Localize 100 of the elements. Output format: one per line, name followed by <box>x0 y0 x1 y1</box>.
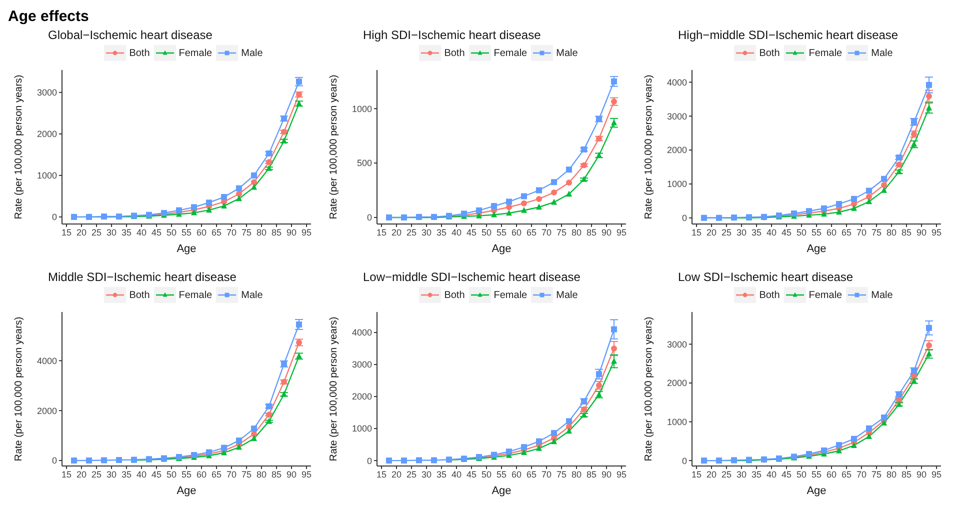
x-tick-label: 15 <box>61 469 72 480</box>
point <box>836 200 842 207</box>
x-tick-label: 85 <box>271 469 282 480</box>
y-tick-label: 0 <box>682 456 687 466</box>
y-tick-label: 3000 <box>666 339 687 350</box>
point <box>221 194 227 200</box>
point <box>491 211 497 218</box>
x-tick-label: 45 <box>466 469 477 480</box>
legend-label: Male <box>241 290 263 300</box>
point <box>266 418 272 424</box>
x-tick-label: 60 <box>826 469 837 480</box>
legend-label: Both <box>444 48 465 58</box>
x-tick-label: 70 <box>226 469 237 480</box>
point <box>521 206 527 213</box>
point <box>506 204 512 210</box>
point <box>221 444 227 451</box>
x-tick-label: 90 <box>601 227 612 238</box>
x-tick-label: 40 <box>136 227 147 238</box>
point <box>236 438 242 444</box>
x-tick-label: 75 <box>241 469 252 480</box>
legend-label: Female <box>178 48 212 58</box>
point <box>521 200 527 206</box>
x-tick-label: 90 <box>601 469 612 480</box>
point <box>836 442 842 448</box>
legend-label: Female <box>494 290 528 300</box>
point <box>851 196 857 202</box>
x-tick-label: 95 <box>616 227 627 238</box>
y-tick-label: 1000 <box>352 104 372 114</box>
point <box>206 206 212 213</box>
legend-label: Both <box>759 290 780 300</box>
point <box>236 444 242 450</box>
point <box>821 210 827 217</box>
x-axis-title: Age <box>176 485 196 497</box>
x-tick-label: 55 <box>811 469 822 480</box>
point <box>821 205 827 212</box>
x-tick-label: 55 <box>181 227 192 238</box>
point <box>296 321 302 328</box>
legend-label: Both <box>129 290 150 300</box>
chart-title: Low−middle SDI−Ischemic heart disease <box>362 269 582 286</box>
x-tick-label: 35 <box>751 469 762 480</box>
x-tick-label: 65 <box>526 227 537 238</box>
x-tick-label: 40 <box>766 227 777 238</box>
legend-label: Female <box>808 290 842 300</box>
point <box>896 168 902 174</box>
x-tick-label: 95 <box>301 469 312 480</box>
x-tick-label: 15 <box>691 469 702 480</box>
x-tick-label: 50 <box>796 469 807 480</box>
point <box>506 198 512 205</box>
x-tick-label: 60 <box>826 227 837 238</box>
x-tick-label: 40 <box>451 227 462 238</box>
y-tick-label: 0 <box>52 212 57 222</box>
point <box>401 458 407 464</box>
x-tick-label: 50 <box>481 469 492 480</box>
point <box>611 326 617 332</box>
x-tick-label: 50 <box>166 469 177 480</box>
point <box>596 371 602 378</box>
chart-title: High SDI−Ischemic heart disease <box>362 27 542 44</box>
chart-title: Low SDI−Ischemic heart disease <box>677 269 854 286</box>
point <box>926 342 932 348</box>
point <box>536 196 542 202</box>
point <box>536 444 542 451</box>
x-tick-label: 75 <box>871 469 882 480</box>
x-tick-label: 20 <box>391 227 402 238</box>
x-tick-label: 75 <box>556 469 567 480</box>
x-tick-label: 85 <box>271 227 282 238</box>
y-tick-label: 1000 <box>36 170 57 181</box>
x-tick-label: 90 <box>916 469 927 480</box>
point <box>551 438 557 444</box>
x-tick-label: 40 <box>766 469 777 480</box>
x-axis-title: Age <box>806 485 826 497</box>
point <box>251 435 257 442</box>
x-tick-label: 60 <box>511 227 522 238</box>
y-axis-title: Rate (per 100,000 person years) <box>644 74 655 220</box>
point <box>86 458 92 464</box>
y-tick-label: 2000 <box>666 145 687 156</box>
x-tick-label: 70 <box>856 227 867 238</box>
y-tick-label: 4000 <box>352 328 372 338</box>
y-tick-label: 0 <box>682 213 687 224</box>
x-tick-label: 85 <box>586 469 597 480</box>
legend-label: Male <box>556 48 578 58</box>
x-tick-label: 70 <box>226 227 237 238</box>
point <box>536 204 542 210</box>
x-tick-label: 45 <box>151 469 162 480</box>
y-tick-label: 2000 <box>36 406 57 416</box>
y-axis-title: Rate (per 100,000 person years) <box>14 74 25 220</box>
x-tick-label: 30 <box>106 227 117 238</box>
x-tick-label: 55 <box>181 469 192 480</box>
x-tick-label: 75 <box>556 227 567 238</box>
x-tick-label: 35 <box>751 227 762 238</box>
point <box>926 82 932 88</box>
y-tick-label: 2000 <box>352 392 372 402</box>
y-tick-label: 0 <box>366 456 372 466</box>
x-tick-label: 65 <box>526 469 537 480</box>
point <box>566 180 572 186</box>
x-tick-label: 70 <box>541 227 552 238</box>
x-tick-label: 40 <box>136 469 147 480</box>
x-tick-label: 60 <box>196 227 207 238</box>
point <box>386 458 392 464</box>
point <box>236 195 242 202</box>
point <box>221 202 227 208</box>
